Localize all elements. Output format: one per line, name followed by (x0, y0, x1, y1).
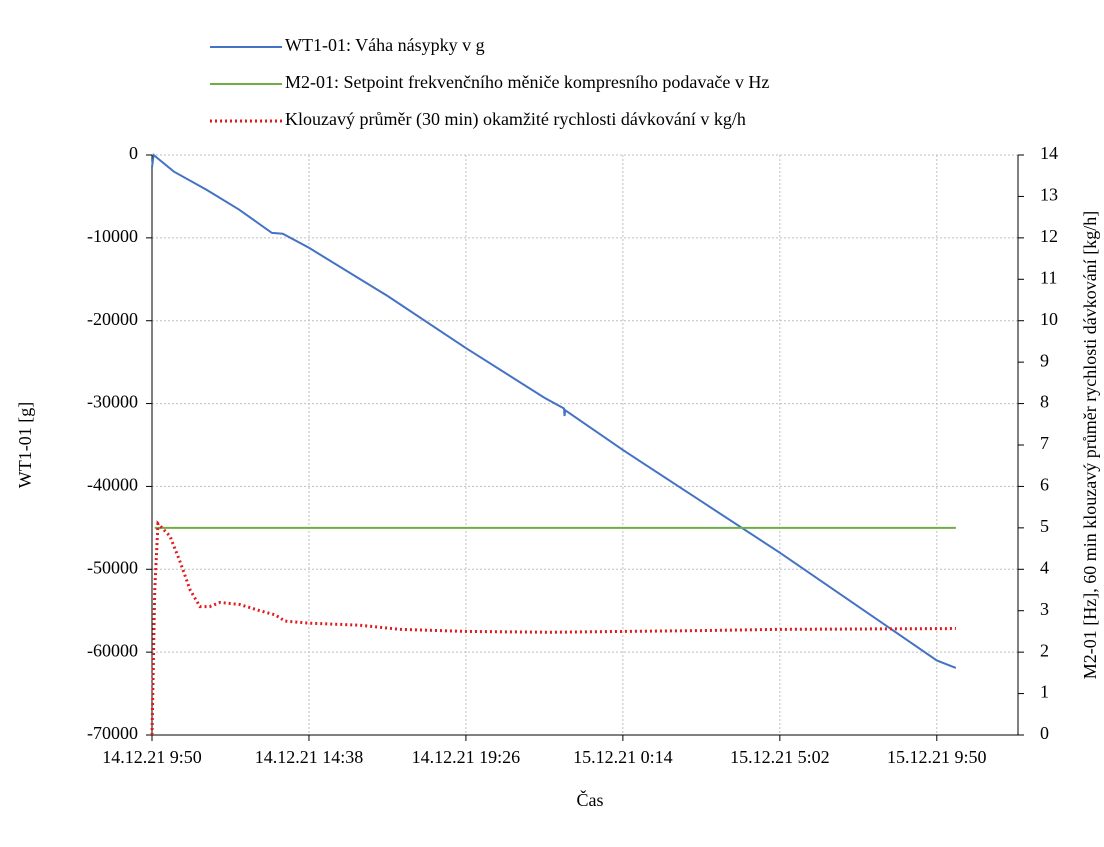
x-tick-label: 14.12.21 9:50 (102, 747, 202, 767)
y2-tick-label: 4 (1040, 557, 1049, 577)
y2-tick-label: 9 (1040, 350, 1049, 370)
y2-tick-label: 1 (1040, 682, 1049, 702)
y2-tick-label: 3 (1040, 599, 1049, 619)
x-tick-label: 15.12.21 5:02 (730, 747, 830, 767)
x-tick-label: 14.12.21 14:38 (255, 747, 364, 767)
y-tick-label: -20000 (87, 309, 138, 329)
legend-label: M2-01: Setpoint frekvenčního měniče komp… (285, 72, 769, 92)
y2-tick-label: 0 (1040, 723, 1049, 743)
y-tick-label: -40000 (87, 475, 138, 495)
legend-label: Klouzavý průměr (30 min) okamžité rychlo… (285, 109, 746, 130)
y-tick-label: -10000 (87, 226, 138, 246)
y2-tick-label: 11 (1040, 267, 1057, 287)
x-tick-label: 14.12.21 19:26 (412, 747, 521, 767)
y2-tick-label: 12 (1040, 226, 1058, 246)
y-tick-label: -50000 (87, 557, 138, 577)
y-axis-title: WT1-01 [g] (15, 402, 35, 488)
y2-tick-label: 6 (1040, 475, 1049, 495)
data-line (151, 153, 957, 669)
y2-tick-label: 10 (1040, 309, 1058, 329)
x-tick-label: 15.12.21 9:50 (887, 747, 987, 767)
x-axis-title: Čas (577, 789, 604, 810)
data-line (150, 520, 956, 736)
y2-tick-label: 13 (1040, 185, 1058, 205)
y2-tick-label: 14 (1040, 143, 1058, 163)
y-tick-label: -60000 (87, 640, 138, 660)
y2-tick-label: 5 (1040, 516, 1049, 536)
y2-axis-title: M2-01 [Hz], 60 min klouzavý průměr rychl… (1080, 211, 1100, 679)
y-tick-label: 0 (129, 143, 138, 163)
y2-tick-label: 7 (1040, 433, 1049, 453)
y2-tick-label: 2 (1040, 640, 1049, 660)
y-tick-label: -30000 (87, 392, 138, 412)
y2-tick-label: 8 (1040, 392, 1049, 412)
y-tick-label: -70000 (87, 723, 138, 743)
x-tick-label: 15.12.21 0:14 (573, 747, 673, 767)
legend-label: WT1-01: Váha násypky v g (285, 35, 485, 55)
